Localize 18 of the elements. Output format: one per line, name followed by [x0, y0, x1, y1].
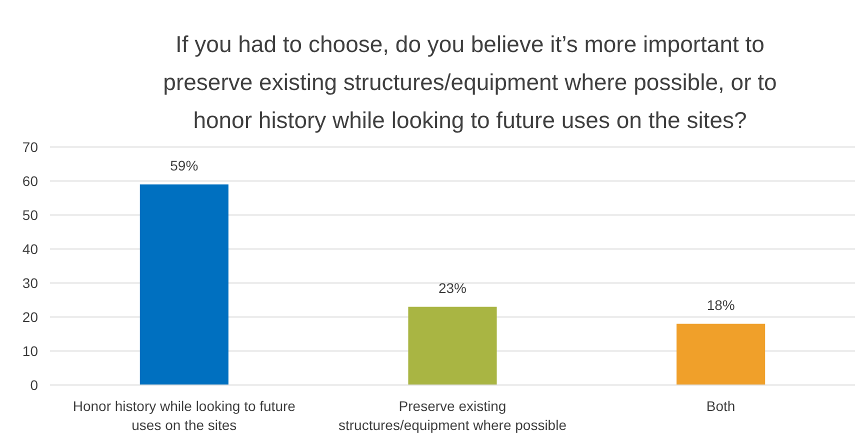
- data-label: 23%: [438, 280, 467, 296]
- x-tick-label: Both: [706, 398, 736, 414]
- y-tick-label: 40: [22, 240, 38, 257]
- y-tick-label: 50: [22, 206, 38, 223]
- bar: [140, 184, 228, 385]
- data-label: 18%: [706, 296, 735, 313]
- y-tick-label: 30: [22, 274, 38, 291]
- chart-title: If you had to choose, do you believe it’s more important to preserve existing structures/equipment where possible, or to honor history while looking to future uses on the sites?: [163, 31, 777, 133]
- bar: [676, 324, 766, 385]
- y-tick-label: 20: [22, 308, 38, 325]
- y-tick-label: 10: [22, 342, 38, 359]
- x-tick-label: Honor history while looking to future uses on the sites: [72, 398, 296, 433]
- data-label: 59%: [170, 157, 198, 174]
- y-tick-label: 60: [22, 172, 38, 189]
- y-tick-label: 0: [30, 376, 38, 393]
- y-tick-label: 70: [22, 138, 38, 155]
- x-tick-label: Preserve existing structures/equipment where possible: [338, 398, 567, 433]
- bar: [408, 306, 497, 385]
